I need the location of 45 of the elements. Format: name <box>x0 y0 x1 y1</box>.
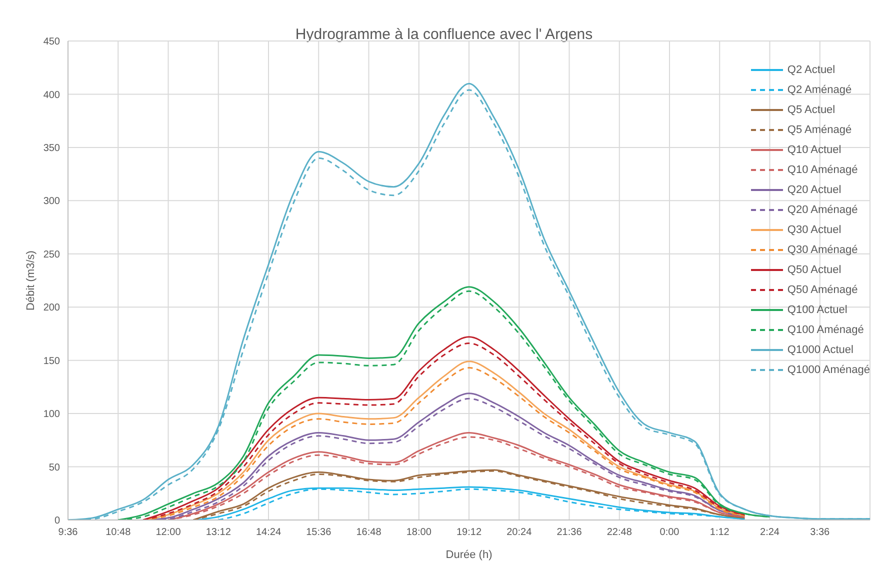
legend-label: Q2 Actuel <box>787 64 836 76</box>
chart-title: Hydrogramme à la confluence avec l' Argens <box>295 26 593 43</box>
x-tick-label: 20:24 <box>506 527 532 538</box>
legend-label: Q50 Actuel <box>787 264 842 276</box>
y-tick-label: 150 <box>43 356 60 367</box>
y-tick-label: 300 <box>43 196 60 208</box>
x-tick-label: 1:12 <box>710 527 730 538</box>
legend-label: Q1000 Actuel <box>787 344 854 356</box>
legend-label: Q1000 Aménagé <box>787 364 870 376</box>
x-tick-label: 12:00 <box>156 527 182 538</box>
legend-label: Q100 Aménagé <box>787 324 864 336</box>
y-tick-label: 0 <box>54 516 60 527</box>
y-axis-title: Débit (m3/s) <box>24 250 37 310</box>
y-tick-label: 350 <box>43 142 60 154</box>
y-tick-label: 200 <box>43 302 60 314</box>
legend-label: Q10 Aménagé <box>787 164 858 176</box>
x-tick-label: 19:12 <box>456 527 482 538</box>
legend-label: Q100 Actuel <box>787 304 848 316</box>
x-tick-label: 9:36 <box>58 527 78 538</box>
legend-label: Q50 Aménagé <box>787 284 858 296</box>
x-tick-label: 16:48 <box>356 527 382 538</box>
x-tick-label: 13:12 <box>206 527 232 538</box>
legend-label: Q20 Aménagé <box>787 204 858 216</box>
x-tick-label: 18:00 <box>406 527 432 538</box>
x-axis-title: Durée (h) <box>446 549 492 561</box>
y-tick-label: 400 <box>43 90 60 101</box>
x-tick-label: 2:24 <box>760 527 780 538</box>
y-tick-label: 50 <box>48 462 60 474</box>
x-tick-label: 21:36 <box>556 527 582 538</box>
x-tick-label: 10:48 <box>106 527 132 538</box>
x-tick-label: 14:24 <box>256 527 282 538</box>
legend-label: Q20 Actuel <box>787 184 842 196</box>
legend-label: Q5 Aménagé <box>787 124 852 136</box>
x-tick-label: 3:36 <box>810 527 830 538</box>
x-tick-label: 15:36 <box>306 527 332 538</box>
legend-label: Q2 Aménagé <box>787 84 852 96</box>
y-tick-label: 250 <box>43 249 60 260</box>
x-tick-label: 22:48 <box>606 527 632 538</box>
legend-label: Q30 Aménagé <box>787 244 858 256</box>
legend-label: Q5 Actuel <box>787 104 836 116</box>
x-tick-label: 0:00 <box>660 527 680 538</box>
legend-label: Q30 Actuel <box>787 224 842 236</box>
y-tick-label: 100 <box>43 409 60 420</box>
y-tick-label: 450 <box>43 36 60 48</box>
legend-label: Q10 Actuel <box>787 144 842 156</box>
